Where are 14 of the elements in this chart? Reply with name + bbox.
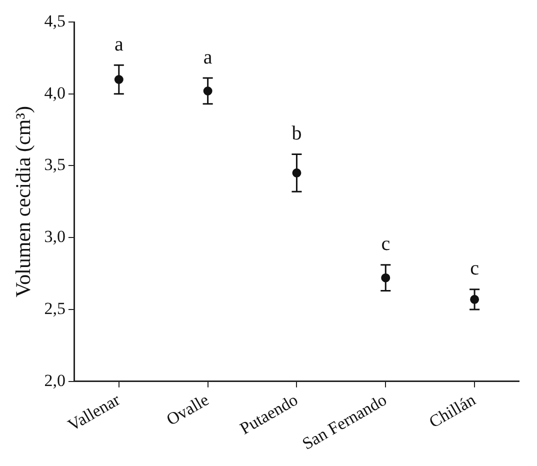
- y-tick-label: 3,0: [44, 227, 66, 246]
- x-tick-label: Ovalle: [163, 390, 212, 430]
- y-tick-label: 2,0: [44, 370, 66, 390]
- y-tick-label: 2,5: [44, 298, 66, 318]
- x-tick-label: Chillán: [426, 390, 480, 432]
- y-tick-label: 4,0: [44, 83, 66, 102]
- annotation: c: [381, 233, 390, 256]
- annotation: c: [470, 258, 480, 280]
- annotation: b: [292, 122, 302, 144]
- y-axis-title: Volumen cecidia (cm³): [11, 106, 36, 298]
- y-tick-label: 4,5: [44, 11, 66, 30]
- y-tick-label: 3,5: [44, 155, 66, 174]
- annotation: a: [203, 46, 212, 68]
- annotation: a: [114, 33, 124, 56]
